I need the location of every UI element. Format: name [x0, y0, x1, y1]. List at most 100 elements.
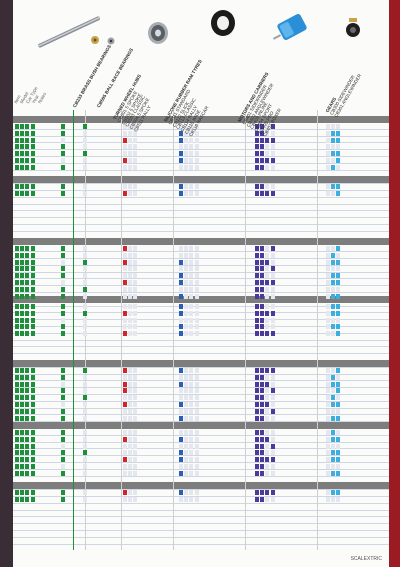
- page-edge-tab: [389, 0, 400, 567]
- compat-marker: [30, 273, 35, 279]
- table-row-line: [13, 448, 389, 449]
- compat-marker: [83, 266, 87, 272]
- compat-marker: [30, 304, 35, 309]
- compat-marker: [189, 457, 194, 463]
- table-row-line: [13, 319, 389, 320]
- table-row-line: [13, 414, 389, 415]
- compat-marker: [133, 273, 138, 279]
- compat-marker: [25, 443, 30, 449]
- compat-marker: [331, 443, 336, 449]
- compat-marker: [255, 374, 259, 380]
- compat-marker: [123, 436, 127, 442]
- compat-marker: [83, 381, 87, 387]
- table-row-line: [13, 530, 389, 531]
- compat-marker: [189, 436, 194, 442]
- compat-marker: [189, 408, 194, 414]
- compat-marker: [189, 286, 194, 292]
- compat-marker: [128, 266, 133, 272]
- table-row-line: [13, 340, 389, 341]
- compat-marker: [128, 184, 133, 189]
- compat-marker: [184, 374, 189, 380]
- compat-marker: [133, 252, 138, 258]
- compat-marker: [20, 317, 25, 323]
- compat-marker: [15, 246, 19, 251]
- table-row-line: [13, 210, 389, 211]
- compat-marker: [270, 388, 275, 394]
- compat-marker: [15, 286, 19, 292]
- compat-marker: [326, 496, 330, 502]
- compat-marker: [179, 266, 183, 272]
- compat-marker: [61, 304, 65, 309]
- compat-marker: [184, 317, 189, 323]
- compat-marker: [123, 496, 127, 502]
- compat-marker: [83, 164, 87, 170]
- compat-marker: [128, 402, 133, 407]
- compat-marker: [61, 395, 65, 401]
- compat-marker: [336, 464, 341, 469]
- compat-marker: [128, 496, 133, 502]
- compat-marker: [123, 130, 127, 136]
- compat-marker: [265, 490, 270, 495]
- compat-marker: [265, 293, 270, 299]
- compat-marker: [61, 158, 65, 163]
- compat-marker: [123, 324, 127, 330]
- compat-marker: [179, 496, 183, 502]
- compat-marker: [336, 317, 341, 323]
- compat-marker: [123, 184, 127, 189]
- compat-marker: [30, 402, 35, 407]
- compat-marker: [123, 457, 127, 463]
- compat-marker: [128, 252, 133, 258]
- compat-marker: [15, 293, 19, 299]
- compat-marker: [326, 190, 330, 196]
- compat-marker: [194, 402, 199, 407]
- compat-marker: [128, 259, 133, 265]
- compat-marker: [15, 266, 19, 272]
- compat-marker: [270, 470, 275, 476]
- compat-marker: [189, 395, 194, 401]
- compat-marker: [20, 450, 25, 456]
- compat-marker: [336, 124, 341, 129]
- table-row-line: [13, 346, 389, 347]
- compat-marker: [128, 450, 133, 456]
- table-row-line: [13, 292, 389, 293]
- compat-marker: [184, 430, 189, 435]
- compat-marker: [15, 331, 19, 337]
- compat-marker: [61, 464, 65, 469]
- compat-marker: [15, 259, 19, 265]
- compat-marker: [270, 124, 275, 129]
- compat-marker: [30, 137, 35, 143]
- compat-marker: [25, 317, 30, 323]
- sidebar-strip: [0, 0, 13, 567]
- compat-marker: [194, 293, 199, 299]
- compat-marker: [133, 496, 138, 502]
- compat-marker: [179, 124, 183, 129]
- compat-marker: [25, 470, 30, 476]
- compat-marker: [255, 331, 259, 337]
- compat-marker: [194, 388, 199, 394]
- compat-marker: [326, 430, 330, 435]
- compat-marker: [260, 293, 265, 299]
- compat-marker: [189, 324, 194, 330]
- compat-marker: [184, 402, 189, 407]
- compat-marker: [194, 184, 199, 189]
- compat-marker: [179, 151, 183, 157]
- table-row-line: [13, 156, 389, 157]
- compat-marker: [255, 470, 259, 476]
- compat-marker: [179, 293, 183, 299]
- compat-marker: [20, 293, 25, 299]
- compat-marker: [20, 190, 25, 196]
- compat-marker: [255, 164, 259, 170]
- compat-marker: [61, 293, 65, 299]
- compat-marker: [265, 130, 270, 136]
- compat-marker: [61, 317, 65, 323]
- compat-marker: [25, 402, 30, 407]
- compat-marker: [61, 374, 65, 380]
- compat-marker: [61, 124, 65, 129]
- compat-marker: [133, 158, 138, 163]
- compat-marker: [83, 280, 87, 285]
- table-row-line: [13, 455, 389, 456]
- compat-marker: [336, 496, 341, 502]
- compat-marker: [184, 436, 189, 442]
- compat-marker: [133, 436, 138, 442]
- compat-marker: [189, 304, 194, 309]
